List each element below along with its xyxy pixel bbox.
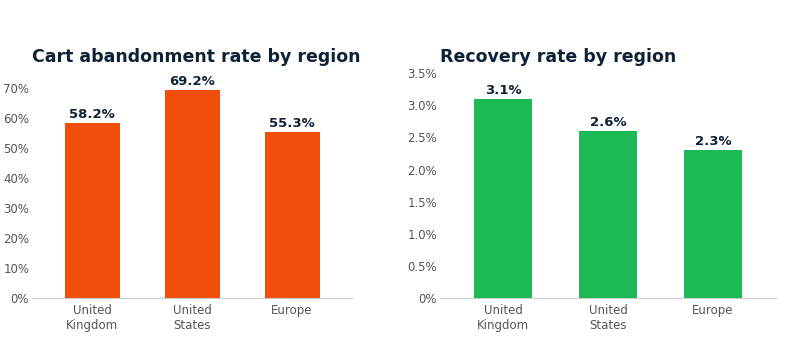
Text: 58.2%: 58.2% xyxy=(69,108,115,121)
Bar xyxy=(165,90,219,298)
Bar xyxy=(265,132,319,298)
Bar xyxy=(579,131,637,298)
Bar xyxy=(474,99,532,298)
Bar xyxy=(65,123,119,298)
Text: 2.6%: 2.6% xyxy=(590,116,626,129)
Text: Recovery rate by region: Recovery rate by region xyxy=(440,48,676,66)
Bar xyxy=(684,150,742,298)
Text: 3.1%: 3.1% xyxy=(485,84,522,97)
Text: 2.3%: 2.3% xyxy=(694,135,731,149)
Text: Cart abandonment rate by region: Cart abandonment rate by region xyxy=(32,48,361,66)
Text: 55.3%: 55.3% xyxy=(269,117,315,130)
Text: 69.2%: 69.2% xyxy=(169,75,215,88)
